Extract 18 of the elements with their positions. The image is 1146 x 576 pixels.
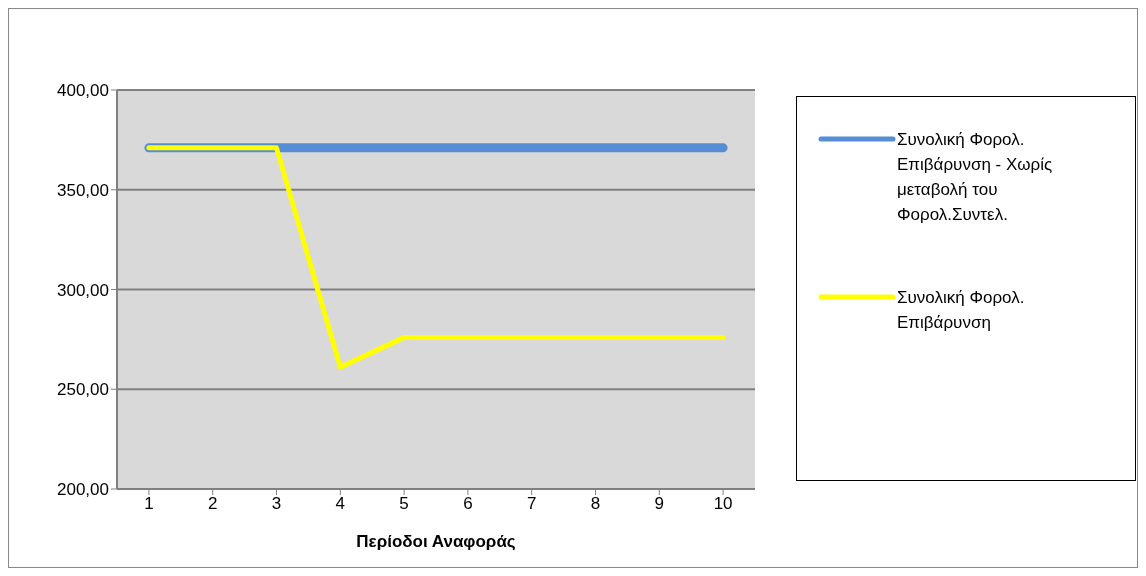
x-tick-label: 3 [271, 494, 282, 514]
x-tick-label: 1 [144, 494, 154, 514]
x-tick-label: 5 [399, 494, 409, 514]
legend-label: Συνολική Φορολ. Επιβάρυνση [897, 287, 1026, 334]
y-tick-label: 350,00 [57, 180, 109, 200]
x-tick-label: 2 [207, 494, 218, 514]
y-tick-label: 300,00 [57, 280, 109, 300]
legend-label: Συνολική Φορολ. Επιβάρυνση - Χωρίς μεταβολή του Φορολ.Συντελ. [897, 129, 1054, 226]
x-tick-label: 7 [526, 494, 537, 514]
x-tick-label: 8 [590, 494, 601, 514]
y-tick-label: 400,00 [57, 81, 109, 101]
x-tick-label: 4 [335, 494, 346, 514]
x-axis-title: Περίοδοι Αναφοράς [356, 532, 516, 551]
x-tick-label: 10 [713, 494, 733, 514]
x-tick-label: 9 [654, 494, 665, 514]
x-tick-label: 6 [463, 494, 473, 514]
y-tick-label: 200,00 [57, 480, 109, 500]
y-tick-label: 250,00 [57, 380, 109, 400]
